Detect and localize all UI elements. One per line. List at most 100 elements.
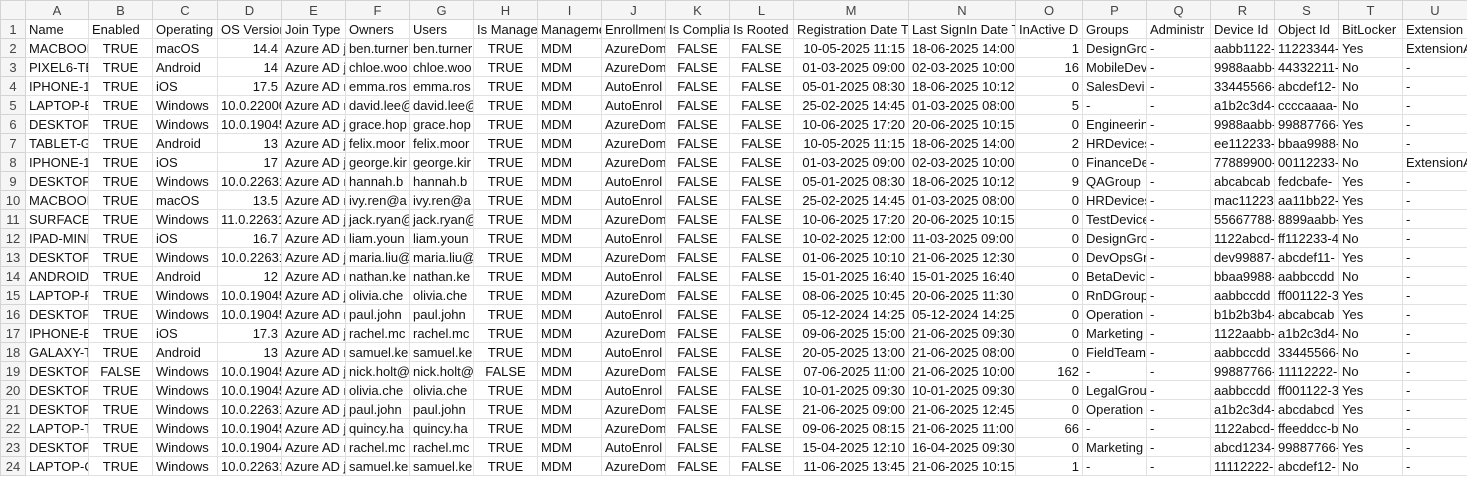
cell-F[interactable]: olivia.che: [345, 285, 410, 305]
cell-G[interactable]: ben.turner: [409, 38, 474, 58]
cell-C[interactable]: Windows: [152, 285, 218, 305]
row-header[interactable]: 17: [0, 323, 26, 343]
cell-B[interactable]: TRUE: [88, 342, 153, 362]
cell-K[interactable]: FALSE: [665, 38, 730, 58]
cell-S[interactable]: 99887766-: [1274, 437, 1339, 457]
cell-Q[interactable]: -: [1146, 152, 1211, 172]
cell-J[interactable]: AzureDom: [601, 209, 666, 229]
cell-R[interactable]: b1b2b3b4-: [1210, 304, 1275, 324]
row-header[interactable]: 5: [0, 95, 26, 115]
row-header[interactable]: 3: [0, 57, 26, 77]
column-header-P[interactable]: P: [1082, 0, 1147, 20]
cell-P[interactable]: LegalGrou: [1082, 380, 1147, 400]
cell-F[interactable]: olivia.che: [345, 380, 410, 400]
cell-B[interactable]: TRUE: [88, 171, 153, 191]
cell-B[interactable]: TRUE: [88, 437, 153, 457]
cell-B[interactable]: TRUE: [88, 209, 153, 229]
cell-I[interactable]: MDM: [537, 114, 602, 134]
cell-G[interactable]: david.lee@: [409, 95, 474, 115]
cell-B[interactable]: TRUE: [88, 247, 153, 267]
cell-C[interactable]: Windows: [152, 399, 218, 419]
cell-L[interactable]: FALSE: [729, 323, 794, 343]
cell-N[interactable]: 18-06-2025 10:12: [908, 76, 1016, 96]
cell-E[interactable]: Azure AD j: [281, 57, 346, 77]
cell-I[interactable]: MDM: [537, 57, 602, 77]
cell-U[interactable]: -: [1402, 418, 1467, 438]
cell-Q[interactable]: -: [1146, 209, 1211, 229]
cell-E[interactable]: Azure AD r: [281, 171, 346, 191]
cell-J[interactable]: AutoEnrol: [601, 342, 666, 362]
cell-D[interactable]: 10.0.19045: [217, 418, 282, 438]
cell-N[interactable]: 01-03-2025 08:00: [908, 95, 1016, 115]
cell-D[interactable]: 16.7: [217, 228, 282, 248]
cell-G[interactable]: felix.moor: [409, 133, 474, 153]
cell-M[interactable]: 20-05-2025 13:00: [793, 342, 909, 362]
cell-D[interactable]: 10.0.22631: [217, 456, 282, 476]
cell-N[interactable]: 21-06-2025 08:00: [908, 342, 1016, 362]
cell-B[interactable]: TRUE: [88, 38, 153, 58]
row-header[interactable]: 19: [0, 361, 26, 381]
cell-L[interactable]: FALSE: [729, 190, 794, 210]
cell-M[interactable]: 09-06-2025 15:00: [793, 323, 909, 343]
cell-H[interactable]: TRUE: [473, 228, 538, 248]
cell-L[interactable]: FALSE: [729, 209, 794, 229]
cell-P[interactable]: Marketing: [1082, 323, 1147, 343]
cell-I[interactable]: MDM: [537, 266, 602, 286]
cell-D[interactable]: 10.0.22631: [217, 247, 282, 267]
cell-J[interactable]: AzureDom: [601, 247, 666, 267]
column-header-O[interactable]: O: [1015, 0, 1083, 20]
cell-Q[interactable]: -: [1146, 380, 1211, 400]
cell-R[interactable]: 1122aabb-: [1210, 323, 1275, 343]
cell-I[interactable]: MDM: [537, 133, 602, 153]
cell-J[interactable]: AzureDom: [601, 152, 666, 172]
cell-M[interactable]: 10-06-2025 17:20: [793, 209, 909, 229]
column-title-cell[interactable]: OS Version: [217, 19, 282, 39]
cell-J[interactable]: AutoEnrol: [601, 380, 666, 400]
cell-K[interactable]: FALSE: [665, 114, 730, 134]
cell-H[interactable]: TRUE: [473, 171, 538, 191]
cell-J[interactable]: AutoEnrol: [601, 437, 666, 457]
row-header[interactable]: 20: [0, 380, 26, 400]
column-header-L[interactable]: L: [729, 0, 794, 20]
cell-A[interactable]: MACBOOK: [25, 38, 89, 58]
cell-C[interactable]: Windows: [152, 437, 218, 457]
cell-D[interactable]: 10.0.22631: [217, 399, 282, 419]
cell-H[interactable]: TRUE: [473, 209, 538, 229]
cell-S[interactable]: abcdef12-: [1274, 76, 1339, 96]
cell-J[interactable]: AzureDom: [601, 323, 666, 343]
cell-G[interactable]: chloe.woo: [409, 57, 474, 77]
cell-C[interactable]: Windows: [152, 171, 218, 191]
cell-P[interactable]: RnDGroup: [1082, 285, 1147, 305]
cell-F[interactable]: paul.john: [345, 304, 410, 324]
column-header-F[interactable]: F: [345, 0, 410, 20]
cell-L[interactable]: FALSE: [729, 399, 794, 419]
cell-S[interactable]: ff001122-3: [1274, 380, 1339, 400]
cell-O[interactable]: 0: [1015, 152, 1083, 172]
cell-R[interactable]: 1122abcd-: [1210, 228, 1275, 248]
cell-H[interactable]: TRUE: [473, 247, 538, 267]
cell-S[interactable]: 8899aabb-: [1274, 209, 1339, 229]
cell-F[interactable]: liam.youn: [345, 228, 410, 248]
cell-A[interactable]: DESKTOP-: [25, 304, 89, 324]
cell-S[interactable]: ff112233-4: [1274, 228, 1339, 248]
cell-L[interactable]: FALSE: [729, 38, 794, 58]
cell-A[interactable]: LAPTOP-TI: [25, 418, 89, 438]
cell-I[interactable]: MDM: [537, 209, 602, 229]
cell-T[interactable]: Yes: [1338, 247, 1403, 267]
cell-T[interactable]: Yes: [1338, 399, 1403, 419]
cell-P[interactable]: QAGroup: [1082, 171, 1147, 191]
cell-O[interactable]: 1: [1015, 456, 1083, 476]
row-header[interactable]: 21: [0, 399, 26, 419]
select-all-corner[interactable]: [0, 0, 26, 20]
cell-R[interactable]: 1122abcd-: [1210, 418, 1275, 438]
cell-R[interactable]: abcd1234-: [1210, 437, 1275, 457]
cell-S[interactable]: abcabcab: [1274, 304, 1339, 324]
cell-S[interactable]: 99887766-: [1274, 114, 1339, 134]
cell-C[interactable]: Android: [152, 133, 218, 153]
cell-I[interactable]: MDM: [537, 95, 602, 115]
cell-M[interactable]: 10-01-2025 09:30: [793, 380, 909, 400]
cell-F[interactable]: nathan.ke: [345, 266, 410, 286]
cell-P[interactable]: -: [1082, 95, 1147, 115]
cell-Q[interactable]: -: [1146, 38, 1211, 58]
cell-H[interactable]: TRUE: [473, 399, 538, 419]
